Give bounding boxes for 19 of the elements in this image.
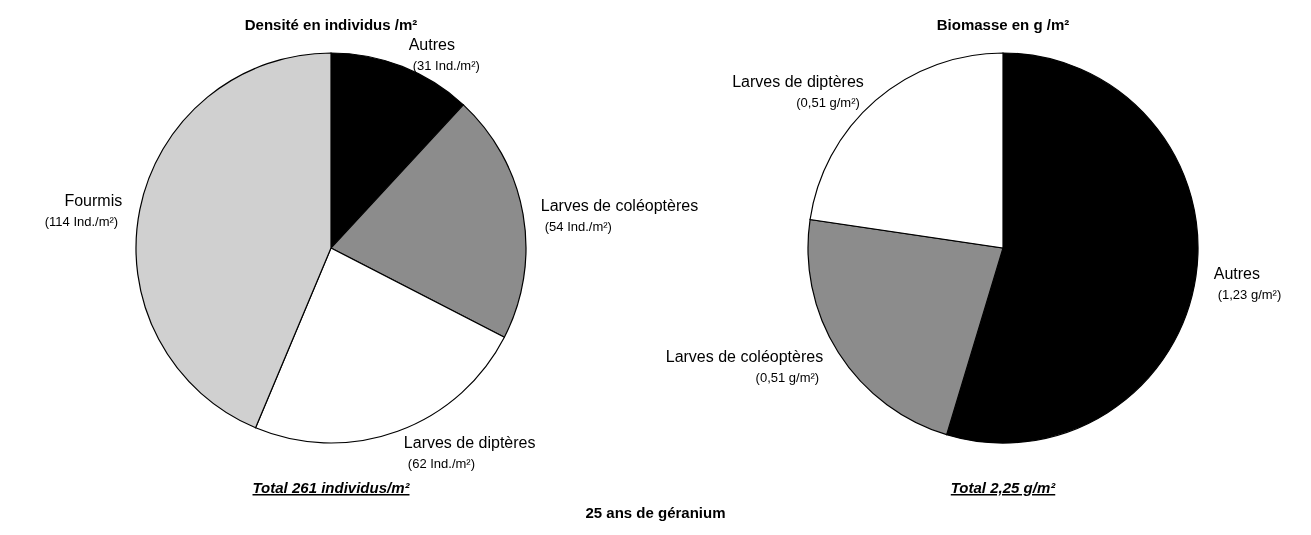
data-label: (31 Ind./m²)	[412, 57, 480, 73]
chart-title: Biomasse en g /m²	[936, 16, 1070, 33]
data-label: (54 Ind./m²)	[544, 219, 612, 235]
text: Total 2,25 g/m²	[950, 479, 1057, 496]
slice-label: Larves de diptères	[403, 434, 536, 452]
slice-label: Larves de coléoptères	[540, 197, 699, 215]
data-label: (114 Ind./m²)	[44, 213, 119, 229]
data-label: (62 Ind./m²)	[407, 456, 476, 472]
slice-label: Fourmis	[64, 191, 123, 209]
text: 25 ans de géranium	[585, 504, 726, 521]
slice-label: Autres	[1213, 265, 1260, 283]
slice-label: Autres	[408, 35, 455, 53]
data-label: (0,51 g/m²)	[755, 370, 820, 386]
text: Total 261 individus/m²	[252, 479, 411, 496]
chart-title: Densité en individus /m²	[244, 16, 418, 33]
data-label: (1,23 g/m²)	[1217, 287, 1282, 303]
slice-label: Larves de diptères	[732, 72, 864, 90]
slice-label: Larves de coléoptères	[665, 348, 824, 366]
data-label: (0,51 g/m²)	[796, 94, 860, 110]
